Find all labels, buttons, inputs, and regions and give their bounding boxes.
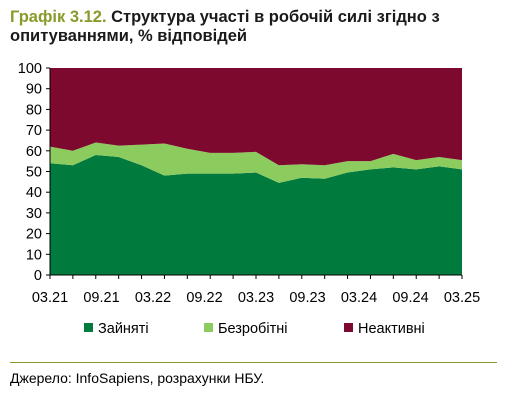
x-tick-label: 03.21 <box>32 290 68 306</box>
legend-swatch-2 <box>204 323 213 332</box>
source-note: Джерело: InfoSapiens, розрахунки НБУ. <box>10 370 265 386</box>
x-tick-label: 09.23 <box>289 290 325 306</box>
y-tick-label: 40 <box>26 185 42 201</box>
legend-label-1: Зайняті <box>98 321 149 337</box>
x-tick-label: 03.24 <box>341 290 377 306</box>
chart-title-text: Структура участі в робочій силі згідно з… <box>10 8 440 45</box>
area-series-3 <box>50 68 462 166</box>
chart-number: Графік 3.12. <box>10 8 107 26</box>
legend-swatch-1 <box>84 323 93 332</box>
chart-title: Графік 3.12. Структура участі в робочій … <box>10 8 510 46</box>
y-tick-label: 90 <box>26 82 42 98</box>
y-tick-label: 100 <box>18 61 42 77</box>
y-tick-label: 0 <box>34 268 42 284</box>
legend-label-2: Безробітні <box>218 321 287 337</box>
x-tick-label: 03.23 <box>238 290 274 306</box>
chart: 0 10 20 30 40 50 60 70 80 90 100 03.21 09.21 03.22 09.… <box>18 61 480 337</box>
legend-swatch-3 <box>344 323 353 332</box>
y-tick-label: 20 <box>26 227 42 243</box>
x-tick-label: 09.22 <box>186 290 222 306</box>
source-divider <box>10 362 497 363</box>
x-tick-label: 03.25 <box>444 290 480 306</box>
y-tick-label: 80 <box>26 102 42 118</box>
y-tick-label: 30 <box>26 206 42 222</box>
x-tick-label: 09.21 <box>83 290 119 306</box>
area-series-2 <box>50 142 462 183</box>
y-tick-label: 70 <box>26 123 42 139</box>
legend-label-3: Неактивні <box>358 321 425 337</box>
y-tick-label: 60 <box>26 144 42 160</box>
y-tick-label: 10 <box>26 247 42 263</box>
y-tick-label: 50 <box>26 165 42 181</box>
x-tick-label: 03.22 <box>135 290 171 306</box>
x-tick-label: 09.24 <box>392 290 428 306</box>
area-series-1 <box>50 154 462 275</box>
